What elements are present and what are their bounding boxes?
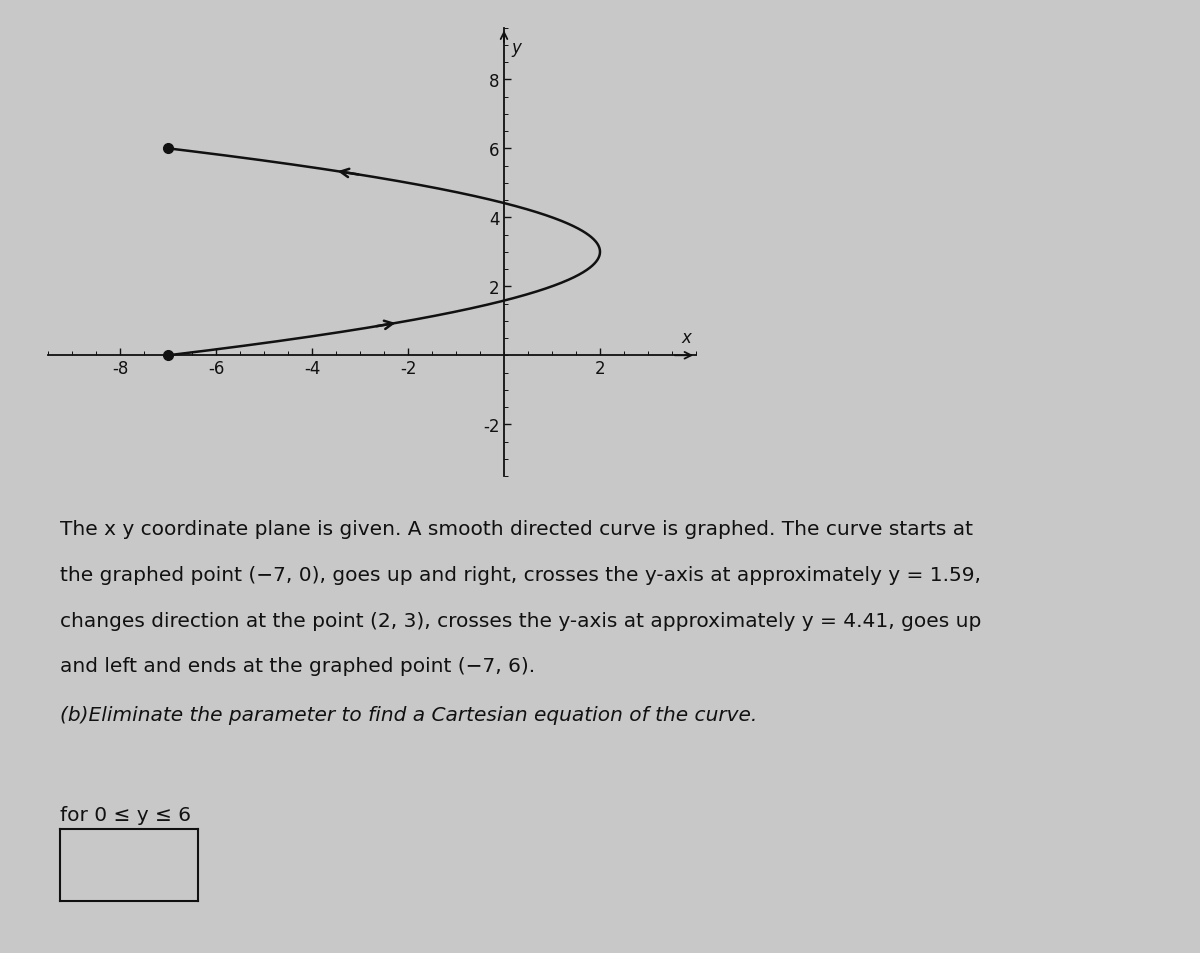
Text: changes direction at the point (2, 3), crosses the y-axis at approximately y = 4: changes direction at the point (2, 3), c… [60,611,982,630]
Text: x: x [682,328,691,346]
Text: for 0 ≤ y ≤ 6: for 0 ≤ y ≤ 6 [60,805,191,824]
Text: The x y coordinate plane is given. A smooth directed curve is graphed. The curve: The x y coordinate plane is given. A smo… [60,519,973,538]
Text: and left and ends at the graphed point (−7, 6).: and left and ends at the graphed point (… [60,657,535,676]
Text: the graphed point (−7, 0), goes up and right, crosses the y-axis at approximatel: the graphed point (−7, 0), goes up and r… [60,565,982,584]
Text: y: y [511,39,521,57]
Text: (b)Eliminate the parameter to find a Cartesian equation of the curve.: (b)Eliminate the parameter to find a Car… [60,705,757,724]
